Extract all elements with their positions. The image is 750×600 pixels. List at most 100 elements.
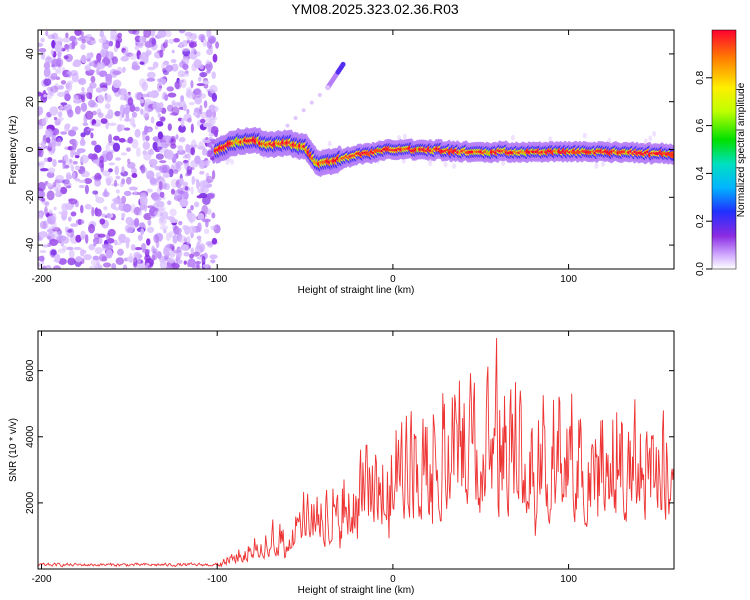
noise-speck bbox=[63, 182, 72, 187]
noise-speck bbox=[80, 31, 84, 37]
noise-speck bbox=[38, 262, 42, 268]
noise-speck bbox=[40, 51, 46, 60]
noise-speck bbox=[46, 182, 53, 188]
spectrogram-ytick-label: -20 bbox=[25, 190, 36, 205]
noise-speck bbox=[85, 234, 89, 244]
noise-speck bbox=[134, 92, 142, 100]
noise-speck bbox=[197, 222, 202, 233]
noise-speck bbox=[58, 258, 67, 265]
noise-speck bbox=[186, 235, 191, 245]
noise-speck bbox=[145, 135, 150, 142]
spectrogram-xtick-label: 100 bbox=[560, 274, 577, 285]
noise-speck bbox=[210, 259, 216, 264]
noise-speck bbox=[90, 220, 96, 225]
noise-speck bbox=[44, 56, 52, 65]
noise-speck bbox=[50, 249, 57, 256]
noise-speck bbox=[152, 136, 160, 142]
noise-speck bbox=[131, 111, 138, 118]
noise-speck bbox=[84, 203, 92, 210]
noise-speck bbox=[205, 109, 213, 118]
noise-speck bbox=[63, 154, 69, 162]
noise-speck bbox=[72, 160, 78, 165]
noise-speck bbox=[91, 140, 97, 146]
noise-speck bbox=[47, 235, 52, 240]
noise-speck bbox=[99, 155, 104, 164]
noise-speck bbox=[63, 55, 69, 60]
noise-speck bbox=[147, 149, 155, 156]
noise-speck bbox=[42, 265, 47, 269]
noise-speck bbox=[155, 153, 164, 160]
noise-speck bbox=[134, 45, 140, 51]
noise-speck bbox=[134, 217, 140, 228]
noise-speck bbox=[114, 110, 121, 117]
spectrogram-ytick-label: 20 bbox=[25, 96, 36, 108]
noise-speck bbox=[126, 227, 134, 233]
noise-speck bbox=[60, 242, 64, 247]
noise-speck bbox=[159, 224, 169, 231]
faint-speck bbox=[501, 160, 506, 167]
noise-speck bbox=[106, 151, 113, 161]
noise-speck bbox=[140, 164, 146, 174]
snr-ytick-label: 2000 bbox=[25, 491, 36, 514]
noise-speck bbox=[105, 175, 114, 184]
noise-speck bbox=[190, 247, 194, 253]
noise-speck bbox=[179, 198, 189, 208]
noise-speck bbox=[108, 162, 115, 166]
spectrogram-ytick-label: -40 bbox=[25, 237, 36, 252]
noise-speck bbox=[93, 123, 102, 127]
noise-speck bbox=[64, 226, 68, 232]
noise-speck bbox=[78, 179, 86, 184]
snr-ytick-label: 6000 bbox=[25, 359, 36, 382]
noise-speck bbox=[87, 40, 91, 45]
noise-speck bbox=[63, 73, 70, 78]
noise-speck bbox=[119, 112, 123, 122]
noise-speck bbox=[174, 80, 182, 90]
noise-speck bbox=[108, 133, 113, 144]
noise-speck bbox=[125, 176, 132, 185]
noise-speck bbox=[44, 114, 49, 123]
noise-speck bbox=[101, 44, 110, 49]
noise-speck bbox=[164, 39, 169, 45]
noise-speck bbox=[143, 213, 152, 221]
snr-frame bbox=[37, 330, 675, 570]
noise-speck bbox=[183, 190, 189, 201]
noise-speck bbox=[121, 178, 126, 185]
noise-speck bbox=[40, 168, 49, 172]
noise-speck bbox=[86, 92, 93, 100]
noise-speck bbox=[98, 37, 107, 44]
noise-speck bbox=[156, 146, 163, 150]
noise-speck bbox=[197, 76, 202, 82]
noise-speck bbox=[52, 159, 57, 168]
noise-speck bbox=[125, 216, 133, 225]
faint-speck bbox=[648, 135, 653, 142]
noise-speck bbox=[117, 248, 124, 256]
noise-speck bbox=[139, 222, 145, 228]
noise-speck bbox=[74, 178, 81, 182]
noise-speck bbox=[131, 138, 139, 149]
noise-speck bbox=[187, 213, 197, 223]
noise-speck bbox=[134, 106, 140, 112]
noise-speck bbox=[121, 166, 125, 173]
noise-speck bbox=[202, 38, 208, 47]
noise-speck bbox=[159, 164, 168, 174]
noise-speck bbox=[128, 30, 137, 35]
noise-speck bbox=[189, 253, 195, 259]
snr-series-line bbox=[38, 337, 674, 568]
faint-speck bbox=[402, 133, 407, 140]
noise-speck bbox=[38, 47, 47, 53]
noise-speck bbox=[80, 154, 89, 164]
noise-speck bbox=[98, 237, 103, 245]
spectrogram-heatmap bbox=[38, 30, 674, 269]
noise-speck bbox=[102, 191, 110, 198]
noise-speck bbox=[51, 58, 60, 67]
noise-speck bbox=[70, 165, 75, 172]
noise-speck bbox=[57, 85, 64, 90]
noise-speck bbox=[154, 200, 160, 205]
noise-speck bbox=[126, 147, 131, 152]
noise-speck bbox=[122, 69, 126, 73]
noise-speck bbox=[178, 220, 183, 226]
noise-speck bbox=[196, 83, 205, 87]
noise-speck bbox=[157, 113, 162, 118]
noise-speck bbox=[86, 128, 95, 132]
faint-speck bbox=[548, 136, 553, 143]
